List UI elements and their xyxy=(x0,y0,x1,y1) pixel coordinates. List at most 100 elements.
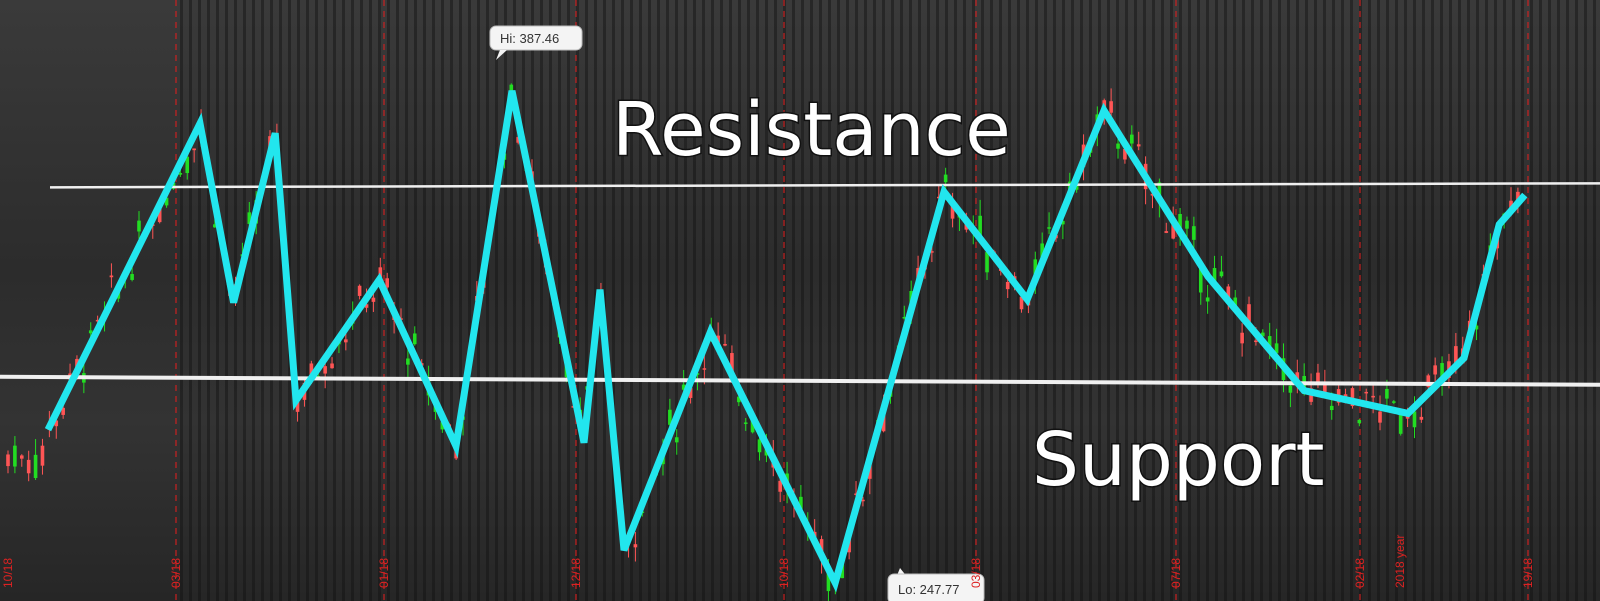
background-stripe xyxy=(1242,0,1245,601)
candle-body xyxy=(516,137,520,143)
background-stripe xyxy=(1584,0,1587,601)
candle-body xyxy=(157,204,162,223)
candle-body xyxy=(702,368,707,370)
background-stripe xyxy=(990,0,993,601)
low-callout: Lo: 247.77 xyxy=(887,568,985,601)
support-line xyxy=(0,374,1600,387)
candle-body xyxy=(1254,340,1258,343)
background-stripe xyxy=(261,0,264,601)
background-stripe xyxy=(981,0,984,601)
background-stripe xyxy=(1098,0,1101,601)
background-stripe xyxy=(810,0,813,601)
candle-body xyxy=(1274,343,1279,354)
candle-body xyxy=(61,407,65,415)
candle-body xyxy=(1392,401,1396,403)
background-stripe xyxy=(207,0,210,601)
background-stripe xyxy=(891,0,894,601)
candle-body xyxy=(130,274,134,280)
background-stripe xyxy=(1404,0,1407,601)
background-stripe xyxy=(1188,0,1191,601)
background-stripe xyxy=(1431,0,1434,601)
background-stripe xyxy=(1521,0,1524,601)
background-stripe xyxy=(1323,0,1326,601)
candle-body xyxy=(357,285,362,296)
candle-body xyxy=(95,319,100,322)
background-stripe xyxy=(1458,0,1461,601)
background-stripe xyxy=(756,0,759,601)
background-stripe xyxy=(1296,0,1299,601)
background-stripe xyxy=(243,0,246,601)
candle-body xyxy=(1123,148,1127,160)
background-stripe xyxy=(558,0,561,601)
background-stripe xyxy=(972,0,975,601)
background-stripe xyxy=(1494,0,1497,601)
candle-body xyxy=(1474,325,1479,330)
candle-body xyxy=(1192,226,1196,240)
background-stripe xyxy=(1485,0,1488,601)
candle-body xyxy=(750,417,755,433)
background-stripe xyxy=(837,0,840,601)
background-stripe xyxy=(720,0,723,601)
background-stripe xyxy=(1467,0,1470,601)
background-stripe xyxy=(1053,0,1056,601)
candle-body xyxy=(247,212,252,224)
background-stripe xyxy=(342,0,345,601)
background-stripe xyxy=(1170,0,1173,601)
background-stripe xyxy=(1143,0,1146,601)
candle-body xyxy=(854,493,858,495)
background-stripe xyxy=(576,0,579,601)
background-stripe xyxy=(522,0,525,601)
candle-body xyxy=(1371,395,1375,398)
background-stripe xyxy=(711,0,714,601)
date-tick-label: 07/18 xyxy=(1169,558,1183,588)
candle-body xyxy=(681,384,686,390)
resistance-line xyxy=(49,182,1600,189)
candle-body xyxy=(688,388,693,398)
background-stripe xyxy=(801,0,804,601)
background-stripe xyxy=(1008,0,1011,601)
background-stripe xyxy=(324,0,327,601)
background-stripe xyxy=(189,0,192,601)
background-stripe xyxy=(414,0,417,601)
candle-body xyxy=(1426,375,1431,387)
background-stripe xyxy=(585,0,588,601)
candle-body xyxy=(1440,363,1444,383)
background-stripe xyxy=(1593,0,1596,601)
background-stripe xyxy=(999,0,1002,601)
background-stripe xyxy=(729,0,732,601)
candle-body xyxy=(861,499,865,502)
background-stripe xyxy=(1305,0,1308,601)
background-stripe xyxy=(864,0,867,601)
background-stripe xyxy=(855,0,858,601)
candle-body xyxy=(213,224,217,228)
background-stripe xyxy=(1089,0,1092,601)
background-stripe xyxy=(1449,0,1452,601)
candle-body xyxy=(406,358,410,365)
date-tick-label: 02/18 xyxy=(1353,558,1367,588)
background-stripe xyxy=(828,0,831,601)
background-stripe xyxy=(1071,0,1074,601)
background-stripe xyxy=(846,0,849,601)
candle-body xyxy=(309,363,314,377)
candle-body xyxy=(1033,259,1038,279)
background-stripe xyxy=(198,0,201,601)
background-stripe xyxy=(927,0,930,601)
candle-body xyxy=(1198,268,1203,293)
candle-body xyxy=(164,197,169,206)
candle-body xyxy=(1005,281,1010,290)
candle-body xyxy=(978,215,982,237)
background-stripe xyxy=(936,0,939,601)
background-stripe xyxy=(306,0,309,601)
background-stripe xyxy=(1116,0,1119,601)
date-tick-label: 19/18 xyxy=(1521,558,1535,588)
background-stripe xyxy=(1017,0,1020,601)
candle-body xyxy=(778,480,782,492)
background-stripe xyxy=(882,0,885,601)
background-stripe xyxy=(486,0,489,601)
background-stripe xyxy=(423,0,426,601)
candle-body xyxy=(930,251,934,253)
zigzag-trend-line xyxy=(44,90,1528,593)
candle-body xyxy=(33,454,38,479)
background-stripe xyxy=(612,0,615,601)
candle-body xyxy=(1288,385,1293,393)
